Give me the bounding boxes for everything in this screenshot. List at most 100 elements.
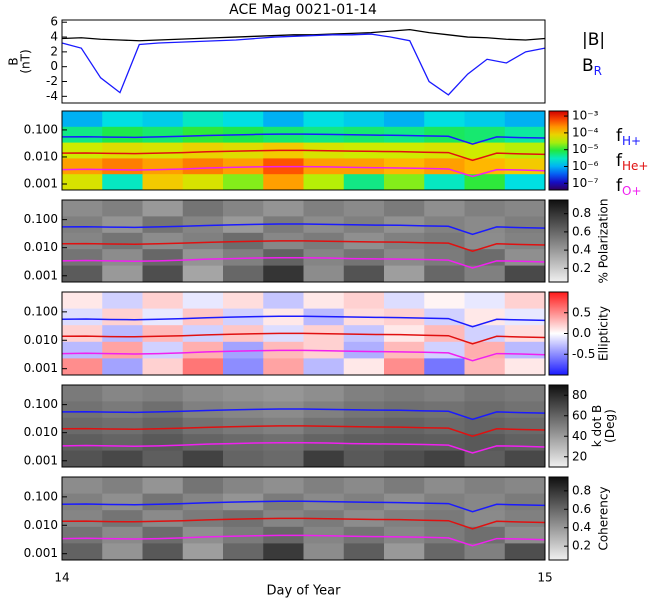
heatmap-cell	[424, 401, 465, 419]
colorbar	[548, 110, 569, 191]
heatmap-cell	[263, 216, 304, 234]
heatmap-cell	[424, 111, 465, 128]
heatmap-cell	[62, 358, 103, 376]
heatmap-cell	[142, 543, 184, 561]
heatmap-cell	[182, 292, 224, 310]
heatmap-cell	[424, 358, 465, 376]
heatmap-cell	[504, 434, 546, 452]
heatmap-cell	[384, 249, 425, 267]
heatmap-cell	[464, 543, 506, 561]
heatmap-cell	[102, 477, 143, 495]
colorbar	[548, 199, 569, 283]
heatmap-cell	[182, 142, 224, 159]
heatmap-cell	[343, 200, 385, 217]
heatmap-cell	[504, 510, 546, 528]
y-tick-label: 4	[50, 30, 58, 44]
heatmap-cell	[142, 174, 184, 191]
heatmap-cell	[62, 265, 103, 283]
frequency-line	[61, 315, 546, 328]
heatmap-cell	[182, 526, 224, 544]
heatmap-cell	[62, 126, 103, 144]
heatmap-cell	[182, 265, 224, 283]
y-tick-label: 2	[50, 44, 58, 58]
heatmap-cell	[182, 450, 224, 468]
y-tick-label: 0.100	[24, 489, 58, 503]
heatmap-cell	[142, 325, 184, 343]
heatmap-cell	[182, 174, 224, 191]
heatmap-cell	[142, 526, 184, 544]
legend-label: |B|	[582, 30, 605, 50]
y-tick-label: 0.001	[24, 361, 58, 375]
heatmap-cell	[424, 450, 465, 468]
heatmap-cell	[102, 401, 143, 419]
colorbar-tick-label: -0.5	[572, 347, 595, 361]
heatmap-cell	[303, 358, 345, 376]
heatmap-cell	[263, 126, 304, 144]
heatmap-cell	[223, 385, 264, 402]
y-tick-label: 0.010	[24, 240, 58, 254]
heatmap-cell	[504, 200, 546, 217]
colorbar-tick-label: 60	[572, 408, 587, 422]
heatmap-cell	[504, 477, 546, 495]
heatmap-cell	[384, 158, 425, 175]
heatmap-cell	[102, 292, 143, 310]
colorbar-label: Ellipticity	[597, 306, 611, 361]
heatmap-cell	[504, 249, 546, 267]
heatmap-cell	[102, 249, 143, 267]
data-line	[61, 28, 546, 42]
heatmap-cell	[142, 216, 184, 234]
heatmap-cell	[223, 265, 264, 283]
heatmap-cell	[182, 477, 224, 495]
frequency-line	[61, 223, 546, 236]
heatmap-cell	[102, 308, 143, 326]
heatmap-cell	[504, 385, 546, 402]
heatmap-cell	[142, 477, 184, 495]
legend-subscript: O+	[622, 184, 642, 198]
heatmap-cell	[102, 543, 143, 561]
heatmap-cell	[142, 493, 184, 511]
heatmap-cell	[142, 417, 184, 435]
heatmap-cell	[424, 543, 465, 561]
heatmap-cell	[263, 292, 304, 310]
heatmap-cell	[62, 292, 103, 310]
heatmap-cell	[102, 385, 143, 402]
heatmap-cell	[182, 111, 224, 128]
y-tick-label: 0.100	[24, 122, 58, 136]
heatmap-cell	[424, 216, 465, 234]
heatmap-cell	[142, 401, 184, 419]
heatmap-cell	[504, 158, 546, 175]
colorbar-tick-label: 0.8	[572, 483, 591, 497]
heatmap-cell	[343, 434, 385, 452]
heatmap-cell	[343, 265, 385, 283]
heatmap-cell	[263, 450, 304, 468]
x-tick-label: 14	[54, 571, 69, 585]
heatmap-cell	[464, 142, 506, 159]
heatmap-cell	[142, 434, 184, 452]
heatmap-cell	[62, 385, 103, 402]
heatmap-cell	[303, 174, 345, 191]
heatmap-cell	[424, 477, 465, 495]
heatmap-cell	[182, 385, 224, 402]
heatmap-cell	[102, 450, 143, 468]
heatmap-cell	[142, 292, 184, 310]
heatmap-cell	[504, 417, 546, 435]
heatmap-cell	[464, 325, 506, 343]
frequency-line	[61, 534, 546, 547]
heatmap-cell	[142, 111, 184, 128]
heatmap-cell	[464, 292, 506, 310]
legend-label: fH+	[616, 126, 641, 148]
legend-subscript: R	[594, 64, 602, 78]
heatmap-cell	[182, 510, 224, 528]
heatmap-cell	[303, 200, 345, 217]
heatmap-cell	[464, 510, 506, 528]
heatmap-cell	[62, 142, 103, 159]
y-tick-label: -4	[46, 89, 58, 103]
heatmap-cell	[504, 174, 546, 191]
heatmap-cell	[384, 292, 425, 310]
legend-subscript: He+	[622, 159, 648, 173]
heatmap-cell	[142, 341, 184, 359]
y-tick-label: 0.001	[24, 453, 58, 467]
colorbar-tick-label: 0.2	[572, 539, 591, 553]
heatmap-cell	[142, 200, 184, 217]
colorbar-label: (Deg)	[603, 409, 617, 443]
